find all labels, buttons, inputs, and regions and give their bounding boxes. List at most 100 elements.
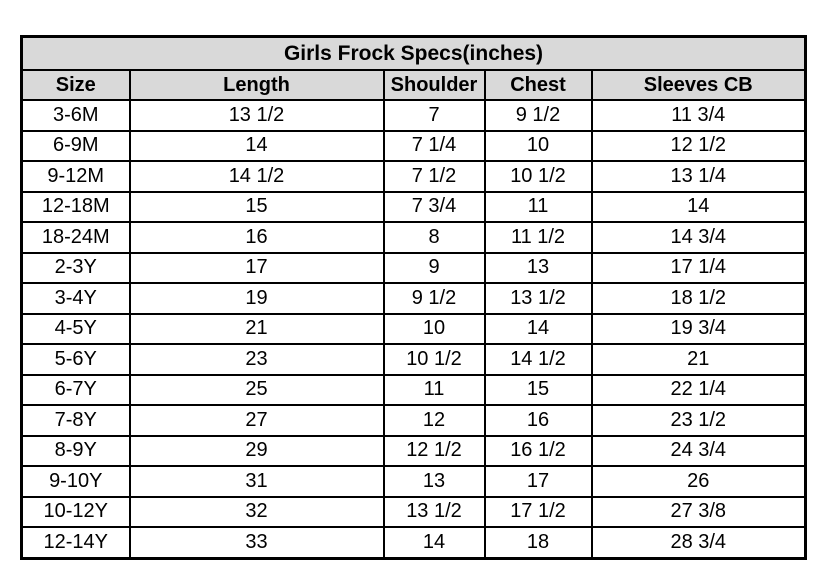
column-header-chest: Chest	[483, 69, 593, 101]
size-cell: 7-8Y	[20, 404, 131, 437]
chest-cell: 18	[483, 526, 593, 559]
table-row: 6-7Y 25 11 15 22 1/4	[20, 373, 807, 406]
chest-cell: 17	[483, 465, 593, 498]
size-cell: 8-9Y	[20, 434, 131, 467]
table-row: 6-9M 14 7 1/4 10 12 1/2	[20, 129, 807, 162]
shoulder-cell: 9 1/2	[382, 282, 486, 315]
table-title: Girls Frock Specs(inches)	[20, 35, 807, 71]
table-row: 7-8Y 27 12 16 23 1/2	[20, 404, 807, 437]
column-header-length: Length	[128, 69, 385, 101]
length-cell: 15	[128, 190, 385, 223]
sleeves-cb-cell: 17 1/4	[590, 251, 807, 284]
size-cell: 12-14Y	[20, 526, 131, 559]
table-header-row: Size Length Shoulder Chest Sleeves CB	[20, 69, 807, 101]
sleeves-cb-cell: 13 1/4	[590, 160, 807, 193]
sleeves-cb-cell: 23 1/2	[590, 404, 807, 437]
column-header-shoulder: Shoulder	[382, 69, 486, 101]
girls-frock-specs-table-container: Girls Frock Specs(inches) Size Length Sh…	[20, 35, 808, 560]
sleeves-cb-cell: 24 3/4	[590, 434, 807, 467]
size-cell: 10-12Y	[20, 495, 131, 528]
size-cell: 9-10Y	[20, 465, 131, 498]
size-cell: 4-5Y	[20, 312, 131, 345]
chest-cell: 10	[483, 129, 593, 162]
chest-cell: 11 1/2	[483, 221, 593, 254]
sleeves-cb-cell: 14	[590, 190, 807, 223]
shoulder-cell: 13 1/2	[382, 495, 486, 528]
table-row: 8-9Y 29 12 1/2 16 1/2 24 3/4	[20, 434, 807, 467]
length-cell: 17	[128, 251, 385, 284]
length-cell: 25	[128, 373, 385, 406]
length-cell: 32	[128, 495, 385, 528]
girls-frock-specs-table: Girls Frock Specs(inches) Size Length Sh…	[20, 35, 808, 560]
length-cell: 14 1/2	[128, 160, 385, 193]
chest-cell: 13 1/2	[483, 282, 593, 315]
column-header-sleeves-cb: Sleeves CB	[590, 69, 807, 101]
table-row: 12-14Y 33 14 18 28 3/4	[20, 526, 807, 559]
chest-cell: 13	[483, 251, 593, 284]
chest-cell: 10 1/2	[483, 160, 593, 193]
table-row: 5-6Y 23 10 1/2 14 1/2 21	[20, 343, 807, 376]
chest-cell: 14	[483, 312, 593, 345]
size-cell: 12-18M	[20, 190, 131, 223]
chest-cell: 11	[483, 190, 593, 223]
shoulder-cell: 12 1/2	[382, 434, 486, 467]
table-row: 9-12M 14 1/2 7 1/2 10 1/2 13 1/4	[20, 160, 807, 193]
chest-cell: 15	[483, 373, 593, 406]
table-row: 18-24M 16 8 11 1/2 14 3/4	[20, 221, 807, 254]
sleeves-cb-cell: 27 3/8	[590, 495, 807, 528]
sleeves-cb-cell: 22 1/4	[590, 373, 807, 406]
sleeves-cb-cell: 11 3/4	[590, 99, 807, 132]
size-cell: 3-4Y	[20, 282, 131, 315]
shoulder-cell: 14	[382, 526, 486, 559]
sleeves-cb-cell: 28 3/4	[590, 526, 807, 559]
sleeves-cb-cell: 26	[590, 465, 807, 498]
shoulder-cell: 9	[382, 251, 486, 284]
length-cell: 13 1/2	[128, 99, 385, 132]
sleeves-cb-cell: 14 3/4	[590, 221, 807, 254]
table-row: 9-10Y 31 13 17 26	[20, 465, 807, 498]
sleeves-cb-cell: 12 1/2	[590, 129, 807, 162]
length-cell: 21	[128, 312, 385, 345]
length-cell: 23	[128, 343, 385, 376]
column-header-size: Size	[20, 69, 131, 101]
size-cell: 6-9M	[20, 129, 131, 162]
shoulder-cell: 12	[382, 404, 486, 437]
shoulder-cell: 7 1/4	[382, 129, 486, 162]
size-cell: 6-7Y	[20, 373, 131, 406]
length-cell: 31	[128, 465, 385, 498]
size-cell: 5-6Y	[20, 343, 131, 376]
chest-cell: 14 1/2	[483, 343, 593, 376]
shoulder-cell: 8	[382, 221, 486, 254]
length-cell: 33	[128, 526, 385, 559]
size-cell: 2-3Y	[20, 251, 131, 284]
shoulder-cell: 7 3/4	[382, 190, 486, 223]
table-row: 2-3Y 17 9 13 17 1/4	[20, 251, 807, 284]
shoulder-cell: 7	[382, 99, 486, 132]
size-cell: 18-24M	[20, 221, 131, 254]
chest-cell: 17 1/2	[483, 495, 593, 528]
chest-cell: 16	[483, 404, 593, 437]
length-cell: 19	[128, 282, 385, 315]
shoulder-cell: 11	[382, 373, 486, 406]
chest-cell: 9 1/2	[483, 99, 593, 132]
size-cell: 3-6M	[20, 99, 131, 132]
shoulder-cell: 10	[382, 312, 486, 345]
chest-cell: 16 1/2	[483, 434, 593, 467]
sleeves-cb-cell: 21	[590, 343, 807, 376]
table-title-row: Girls Frock Specs(inches)	[20, 35, 807, 71]
shoulder-cell: 10 1/2	[382, 343, 486, 376]
length-cell: 16	[128, 221, 385, 254]
table-row: 12-18M 15 7 3/4 11 14	[20, 190, 807, 223]
length-cell: 27	[128, 404, 385, 437]
size-cell: 9-12M	[20, 160, 131, 193]
table-row: 3-4Y 19 9 1/2 13 1/2 18 1/2	[20, 282, 807, 315]
table-row: 3-6M 13 1/2 7 9 1/2 11 3/4	[20, 99, 807, 132]
length-cell: 29	[128, 434, 385, 467]
table-row: 4-5Y 21 10 14 19 3/4	[20, 312, 807, 345]
table-row: 10-12Y 32 13 1/2 17 1/2 27 3/8	[20, 495, 807, 528]
sleeves-cb-cell: 19 3/4	[590, 312, 807, 345]
sleeves-cb-cell: 18 1/2	[590, 282, 807, 315]
shoulder-cell: 7 1/2	[382, 160, 486, 193]
shoulder-cell: 13	[382, 465, 486, 498]
length-cell: 14	[128, 129, 385, 162]
